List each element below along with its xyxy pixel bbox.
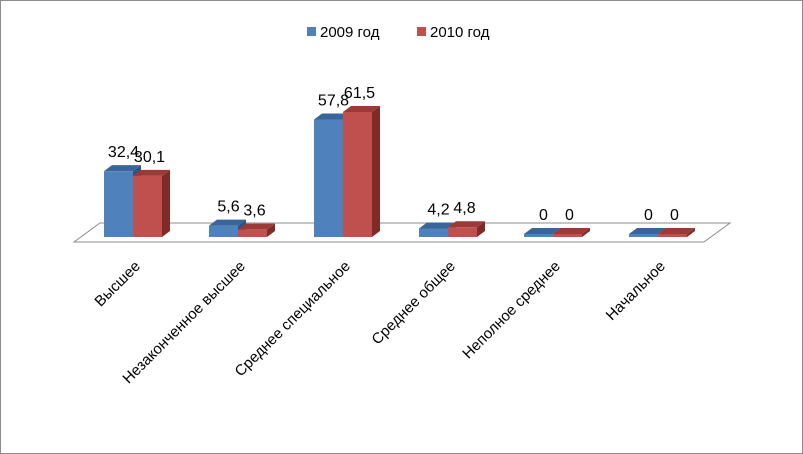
data-label-2009-3: 4,2 — [427, 201, 449, 218]
bar-2010-2 — [343, 106, 380, 237]
data-label-2010-1: 3,6 — [243, 203, 265, 220]
legend-item-2009: 2009 год — [307, 24, 380, 41]
data-label-2010-2: 61,5 — [344, 85, 375, 102]
category-label-4: Неполное среднее — [459, 258, 563, 362]
category-label-0: Высшее — [91, 258, 143, 310]
data-labels: 32,430,15,6 3,657,861,54,2 4,8 0 0 0 0 — [108, 85, 679, 224]
legend: 2009 год 2010 год — [307, 24, 490, 41]
legend-swatch — [417, 27, 426, 36]
data-label-2009-4: 0 — [539, 207, 548, 224]
legend-label: 2009 год — [320, 24, 380, 41]
data-label-2009-5: 0 — [644, 207, 653, 224]
data-label-2009-0: 32,4 — [108, 144, 139, 161]
bar-2010-1 — [238, 223, 275, 237]
legend-item-2010: 2010 год — [417, 24, 490, 41]
data-label-2010-3: 4,8 — [453, 200, 475, 217]
bars — [104, 106, 695, 237]
data-label-2009-1: 5,6 — [217, 199, 239, 216]
data-label-2010-0: 30,1 — [134, 149, 165, 166]
data-label-2009-2: 57,8 — [318, 93, 349, 110]
data-label-2010-5: 0 — [670, 207, 679, 224]
bar-2010-4 — [553, 228, 590, 237]
bar-2010-0 — [133, 169, 170, 237]
bar-2010-3 — [448, 221, 485, 237]
bar-2010-5 — [658, 228, 695, 237]
legend-swatch — [307, 27, 316, 36]
data-label-2010-4: 0 — [565, 207, 574, 224]
category-label-2: Среднее специальное — [232, 258, 354, 380]
category-label-1: Незаконченное высшее — [119, 258, 248, 387]
category-label-3: Среднее общее — [368, 258, 458, 348]
legend-label: 2010 год — [430, 24, 490, 41]
category-label-5: Начальное — [603, 258, 669, 324]
